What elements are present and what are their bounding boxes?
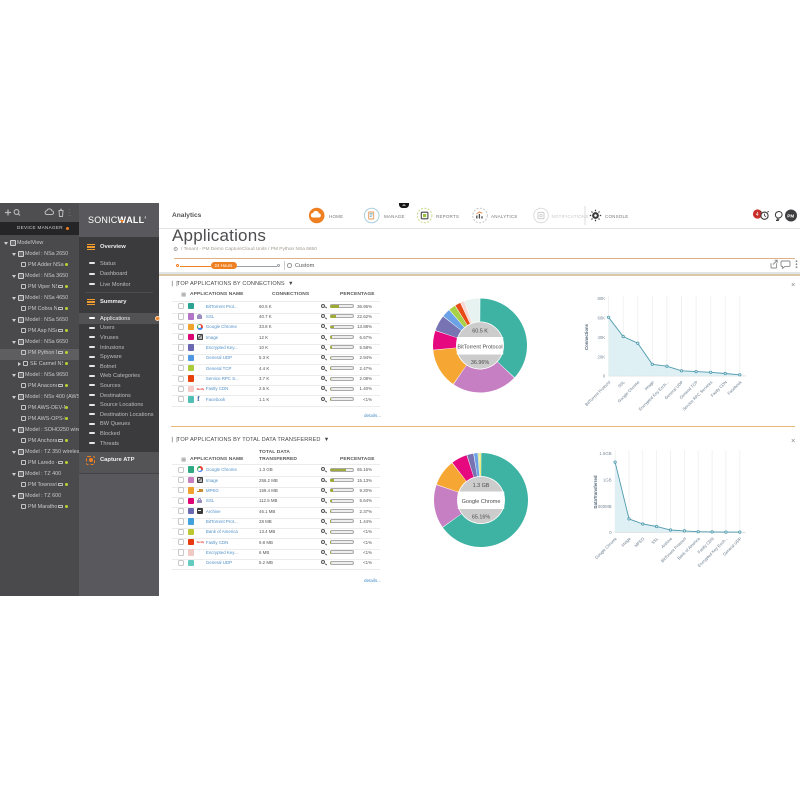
svg-text:36.96%: 36.96% [471,360,489,366]
svg-text:CONSOLE: CONSOLE [605,214,628,219]
svg-text:REPORTS: REPORTS [436,214,459,219]
svg-text:20K: 20K [597,354,605,359]
svg-text:60K: 60K [597,316,605,321]
svg-text:Facebook: Facebook [726,379,743,396]
svg-text:Image: Image [620,536,632,548]
svg-text:4: 4 [756,212,759,218]
svg-text:Connections: Connections [584,323,589,350]
svg-text:PM: PM [787,213,794,218]
svg-text:ANALYTICS: ANALYTICS [491,214,517,219]
svg-text:40K: 40K [597,335,605,340]
svg-text:MPEG: MPEG [633,536,645,548]
svg-text:60.5 K: 60.5 K [472,329,488,335]
svg-text:MANAGE: MANAGE [384,214,405,219]
svg-text:1GB: 1GB [603,477,612,482]
svg-text:0: 0 [603,374,606,379]
svg-text:BitTorrent Protocol: BitTorrent Protocol [584,380,611,407]
svg-text:Google Chrome: Google Chrome [594,536,618,560]
svg-text:500MB: 500MB [598,504,612,509]
svg-text:SSL: SSL [650,536,660,546]
svg-text:1.5GB: 1.5GB [599,451,611,456]
svg-text:SSL: SSL [617,379,627,389]
svg-text:NOTIFICATIONS: NOTIFICATIONS [552,214,589,219]
svg-text:65.16%: 65.16% [472,515,490,521]
svg-text:80K: 80K [597,296,605,301]
svg-text:DataTransferred: DataTransferred [593,475,598,508]
svg-text:1.3 GB: 1.3 GB [473,483,490,489]
svg-text:Google Chrome: Google Chrome [462,499,501,505]
svg-text:0: 0 [609,530,612,535]
svg-text:Image: Image [643,379,655,391]
svg-text:HOME: HOME [329,214,343,219]
svg-text:BitTorrent Protocol: BitTorrent Protocol [457,344,502,350]
